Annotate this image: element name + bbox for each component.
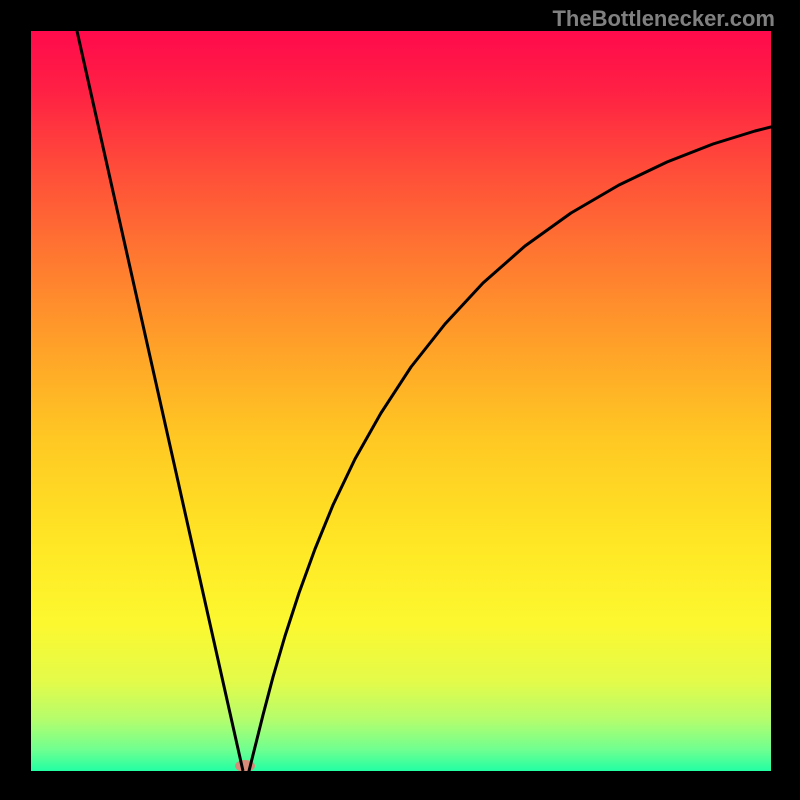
curve-left-segment [77,31,243,771]
watermark-text: TheBottlenecker.com [552,6,775,32]
bottleneck-curve [31,31,771,771]
plot-area [31,31,771,771]
curve-right-segment [249,127,771,771]
chart-container: TheBottlenecker.com [0,0,800,800]
